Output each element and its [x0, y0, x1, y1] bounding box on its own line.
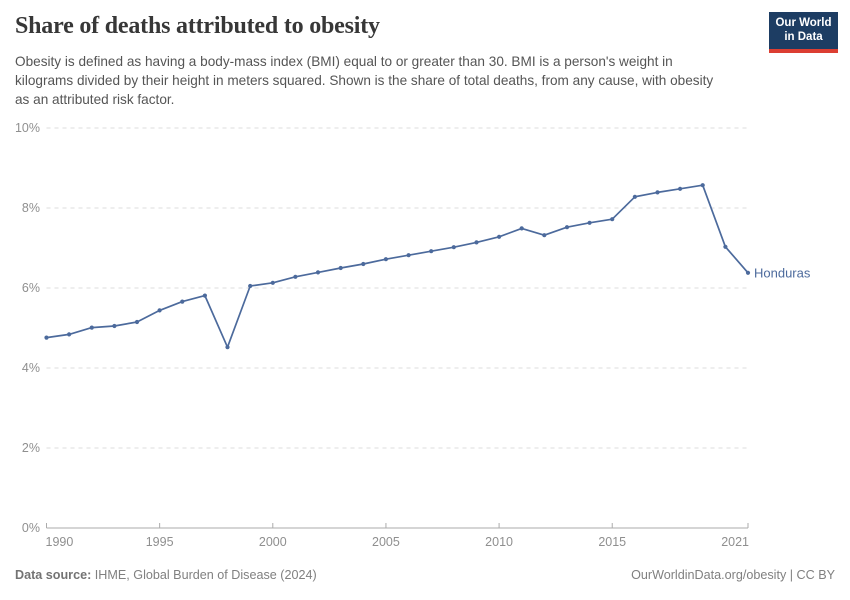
owid-logo-line1: Our World	[775, 17, 832, 29]
data-point[interactable]	[134, 319, 140, 325]
x-axis-tick-label: 2015	[598, 535, 626, 549]
data-point[interactable]	[723, 244, 728, 249]
chart-footer: Data source: IHME, Global Burden of Dise…	[15, 568, 835, 582]
data-point[interactable]	[678, 186, 683, 191]
y-axis-tick-label: 10%	[15, 121, 40, 135]
owid-logo-line2: in Data	[784, 31, 823, 43]
data-point[interactable]	[248, 283, 253, 289]
data-point[interactable]	[225, 345, 230, 350]
data-point[interactable]	[429, 249, 434, 254]
chart-subtitle: Obesity is defined as having a body-mass…	[15, 54, 714, 107]
x-axis-tick-label: 1990	[46, 535, 74, 549]
x-axis-tick-label: 1995	[146, 535, 174, 549]
x-axis-tick-label: 2000	[259, 535, 287, 549]
data-point[interactable]	[474, 240, 479, 245]
y-axis-tick-label: 8%	[22, 201, 40, 215]
data-point[interactable]	[451, 245, 456, 250]
data-point[interactable]	[202, 293, 207, 298]
x-axis-tick-label: 2021	[721, 535, 749, 549]
data-point[interactable]	[157, 308, 162, 313]
data-point[interactable]	[67, 332, 72, 337]
data-point[interactable]	[361, 261, 366, 267]
y-axis-tick-label: 6%	[22, 281, 40, 295]
y-axis-tick-label: 0%	[22, 521, 40, 535]
series-line[interactable]	[45, 184, 749, 349]
data-point[interactable]	[632, 194, 638, 199]
data-point[interactable]	[745, 270, 751, 275]
data-point[interactable]	[497, 234, 502, 239]
data-point[interactable]	[587, 220, 592, 225]
series-entity-label: Honduras	[754, 265, 811, 280]
data-point[interactable]	[89, 325, 94, 330]
data-source: Data source: IHME, Global Burden of Dise…	[15, 568, 317, 582]
data-point[interactable]	[564, 225, 570, 230]
data-point[interactable]	[112, 323, 117, 329]
data-point[interactable]	[293, 274, 298, 279]
chart-title: Share of deaths attributed to obesity	[15, 13, 380, 39]
x-axis-tick-label: 2005	[372, 535, 400, 549]
data-point[interactable]	[180, 299, 185, 304]
data-point[interactable]	[44, 335, 49, 340]
credit-link[interactable]: OurWorldinData.org/obesity | CC BY	[631, 568, 835, 582]
owid-logo[interactable]: Our World in Data	[769, 12, 838, 53]
data-source-text: IHME, Global Burden of Disease (2024)	[91, 568, 317, 582]
data-point[interactable]	[383, 257, 388, 262]
x-axis-tick-label: 2010	[485, 535, 513, 549]
data-point[interactable]	[610, 217, 615, 222]
data-point[interactable]	[338, 265, 343, 271]
data-point[interactable]	[315, 270, 321, 275]
data-point[interactable]	[542, 233, 547, 238]
data-point[interactable]	[270, 280, 275, 285]
data-point[interactable]	[700, 183, 705, 188]
y-axis-tick-label: 4%	[22, 361, 40, 375]
data-point[interactable]	[519, 226, 524, 231]
data-point[interactable]	[406, 253, 411, 258]
data-point[interactable]	[655, 190, 660, 195]
y-axis-tick-label: 2%	[22, 441, 40, 455]
data-source-label: Data source:	[15, 568, 92, 582]
